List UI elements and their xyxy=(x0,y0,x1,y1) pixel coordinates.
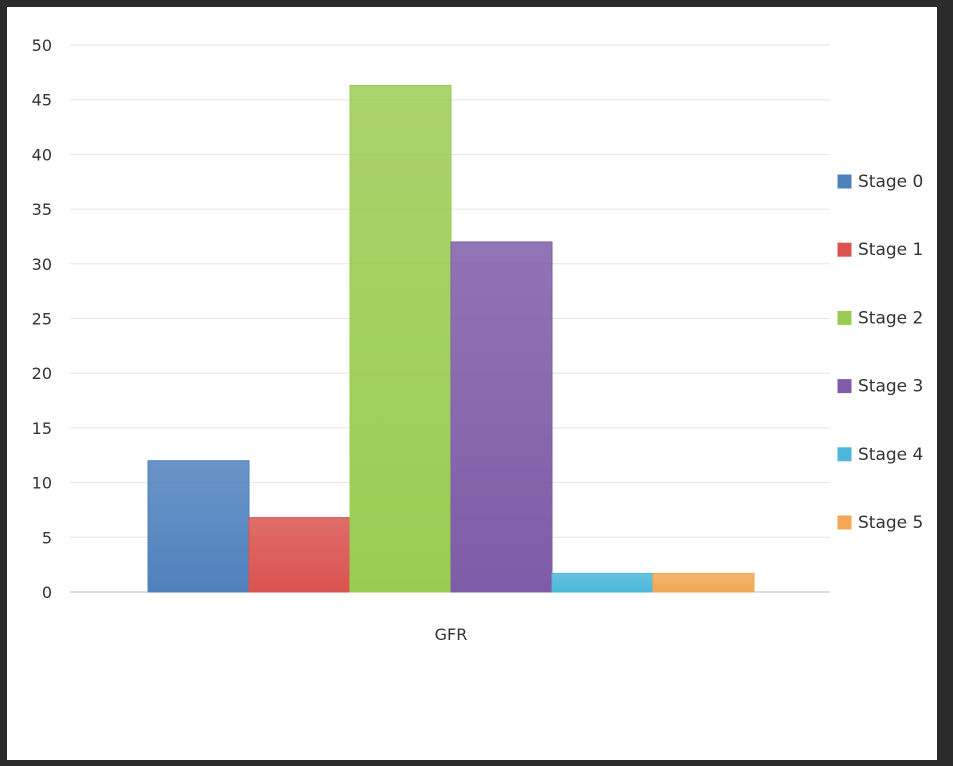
y-tick-label: 40 xyxy=(32,145,52,164)
legend-item: Stage 4 xyxy=(837,445,923,465)
y-tick-label: 30 xyxy=(32,255,52,274)
legend-item: Stage 5 xyxy=(837,513,923,533)
x-category-label: GFR xyxy=(435,625,468,644)
legend-item: Stage 3 xyxy=(837,377,923,397)
y-tick-label: 50 xyxy=(32,36,52,55)
legend-swatch xyxy=(837,242,852,257)
legend-label: Stage 2 xyxy=(858,308,923,328)
bar-stage-5 xyxy=(652,572,755,593)
legend-swatch xyxy=(837,310,852,325)
y-tick-label: 20 xyxy=(32,364,52,383)
legend-item: Stage 1 xyxy=(837,240,923,260)
bar-stage-3 xyxy=(450,241,553,593)
legend-swatch xyxy=(837,515,852,530)
legend-label: Stage 0 xyxy=(858,172,923,192)
legend: Stage 0 Stage 1 Stage 2 Stage 3 Stage 4 Stage… xyxy=(837,172,923,533)
legend-swatch xyxy=(837,379,852,394)
legend-label: Stage 3 xyxy=(858,377,923,397)
bars xyxy=(147,84,755,593)
legend-item: Stage 2 xyxy=(837,308,923,328)
y-tick-label: 45 xyxy=(32,91,52,110)
y-tick-label: 35 xyxy=(32,200,52,219)
bar-stage-4 xyxy=(551,572,654,593)
y-tick-label: 10 xyxy=(32,474,52,493)
legend-item: Stage 0 xyxy=(837,172,923,192)
x-axis: GFR xyxy=(435,625,468,644)
legend-swatch xyxy=(837,447,852,462)
legend-label: Stage 1 xyxy=(858,240,923,260)
y-tick-label: 0 xyxy=(42,583,52,602)
bar-stage-0 xyxy=(147,460,250,593)
bar-stage-2 xyxy=(349,84,452,593)
bar-stage-1 xyxy=(248,517,351,593)
y-axis: 0 5 10 15 20 25 30 35 40 45 50 xyxy=(32,36,52,602)
y-tick-label: 15 xyxy=(32,419,52,438)
legend-label: Stage 5 xyxy=(858,513,923,533)
legend-label: Stage 4 xyxy=(858,445,923,465)
y-tick-label: 5 xyxy=(42,528,52,547)
legend-swatch xyxy=(837,174,852,189)
y-tick-label: 25 xyxy=(32,310,52,329)
